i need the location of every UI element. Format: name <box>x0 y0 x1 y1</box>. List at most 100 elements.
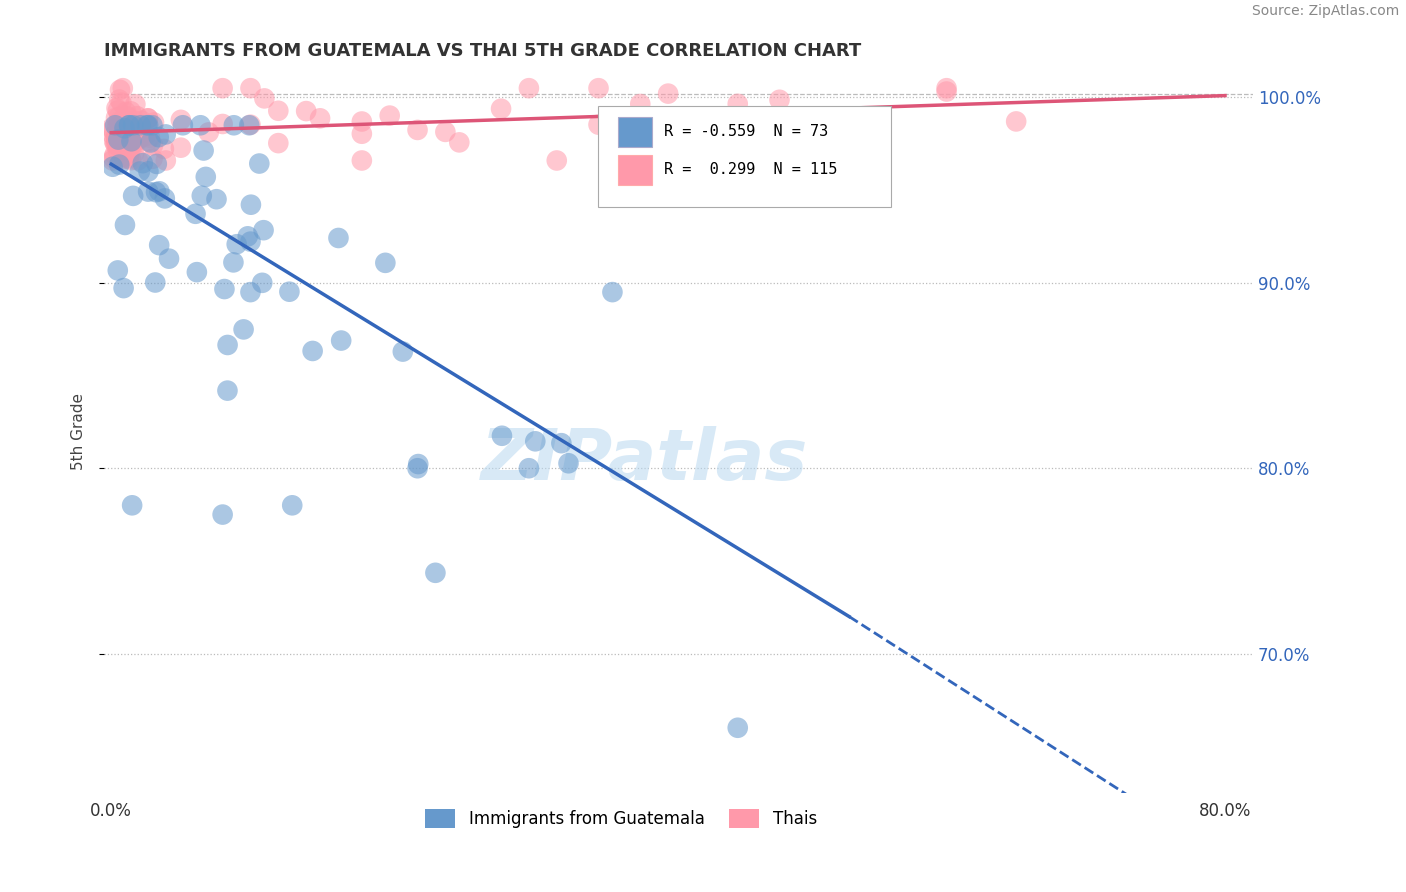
Point <box>143 276 166 290</box>
Point <box>628 97 651 112</box>
Point <box>107 133 129 147</box>
Point <box>136 118 159 132</box>
Point <box>120 104 142 119</box>
Point <box>153 191 176 205</box>
Point <box>406 457 429 471</box>
Point <box>194 169 217 184</box>
Point <box>120 153 142 168</box>
Legend: Immigrants from Guatemala, Thais: Immigrants from Guatemala, Thais <box>419 802 824 835</box>
Point <box>211 81 233 95</box>
Point <box>127 133 149 147</box>
Point <box>186 265 208 279</box>
Point <box>184 207 207 221</box>
Point <box>142 138 165 153</box>
Point <box>122 118 145 132</box>
Point <box>588 118 610 132</box>
Point <box>120 144 142 158</box>
Point <box>105 136 128 151</box>
Point <box>117 152 139 166</box>
Point <box>239 81 262 95</box>
Point <box>328 231 350 245</box>
Point <box>281 498 304 512</box>
Point <box>129 118 152 132</box>
Point <box>768 93 790 107</box>
Point <box>108 140 131 154</box>
Point <box>107 263 129 277</box>
Point <box>657 87 679 101</box>
Point <box>124 113 146 128</box>
Point <box>108 110 131 124</box>
Point <box>134 129 156 144</box>
Point <box>309 112 332 126</box>
Point <box>117 126 139 140</box>
Point <box>121 498 143 512</box>
Point <box>236 229 259 244</box>
Point <box>139 130 162 145</box>
Point <box>550 436 572 450</box>
Point <box>128 128 150 143</box>
Point <box>155 128 177 142</box>
Point <box>217 384 239 398</box>
Point <box>214 282 236 296</box>
Point <box>935 81 957 95</box>
Point <box>190 118 212 132</box>
Point <box>588 81 610 95</box>
Point <box>517 81 540 95</box>
Point <box>378 109 401 123</box>
Point <box>139 136 162 150</box>
Point <box>127 153 149 168</box>
Bar <box>617 117 652 147</box>
Point <box>170 141 193 155</box>
Point <box>105 101 128 115</box>
Point <box>103 134 125 148</box>
Point <box>727 96 749 111</box>
Point <box>101 160 124 174</box>
Bar <box>617 155 652 186</box>
Point <box>295 104 318 119</box>
Point <box>350 153 373 168</box>
Point <box>114 152 136 166</box>
Point <box>110 119 132 133</box>
Point <box>374 256 396 270</box>
Point <box>252 223 274 237</box>
Point <box>193 144 215 158</box>
Point <box>935 85 957 99</box>
Text: R = -0.559  N = 73: R = -0.559 N = 73 <box>664 124 828 138</box>
Point <box>118 116 141 130</box>
Point <box>103 128 125 143</box>
Point <box>112 117 135 131</box>
Point <box>491 429 513 443</box>
Point <box>392 344 415 359</box>
Point <box>141 118 163 132</box>
Point <box>112 112 135 127</box>
Point <box>117 142 139 156</box>
Point <box>118 118 141 132</box>
Point <box>104 147 127 161</box>
Point <box>155 153 177 168</box>
Point <box>105 129 128 144</box>
Point <box>129 120 152 135</box>
Point <box>132 156 155 170</box>
Point <box>136 118 159 132</box>
Point <box>727 721 749 735</box>
Text: R =  0.299  N = 115: R = 0.299 N = 115 <box>664 162 837 177</box>
Point <box>110 95 132 110</box>
Point <box>114 121 136 136</box>
Point <box>211 508 233 522</box>
FancyBboxPatch shape <box>598 106 891 207</box>
Point <box>546 153 568 168</box>
Point <box>267 103 290 118</box>
Point <box>406 461 429 475</box>
Point <box>153 142 176 156</box>
Point <box>114 119 136 133</box>
Point <box>197 125 219 139</box>
Point <box>267 136 290 150</box>
Point <box>104 130 127 145</box>
Point <box>107 103 129 118</box>
Point <box>105 111 128 125</box>
Point <box>191 188 214 202</box>
Point <box>489 102 512 116</box>
Point <box>111 127 134 141</box>
Point <box>107 143 129 157</box>
Point <box>103 151 125 165</box>
